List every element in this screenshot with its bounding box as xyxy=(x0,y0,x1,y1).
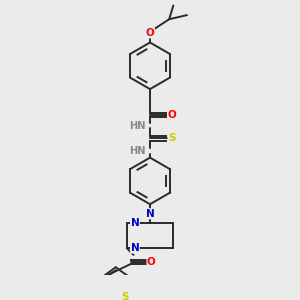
Text: N: N xyxy=(130,243,139,253)
Text: HN: HN xyxy=(129,146,146,156)
Text: O: O xyxy=(168,110,176,120)
Text: N: N xyxy=(146,209,154,219)
Text: S: S xyxy=(122,292,129,300)
Text: S: S xyxy=(168,134,176,143)
Text: HN: HN xyxy=(129,121,146,131)
Text: O: O xyxy=(146,28,154,38)
Text: O: O xyxy=(147,257,156,267)
Text: N: N xyxy=(130,218,139,228)
